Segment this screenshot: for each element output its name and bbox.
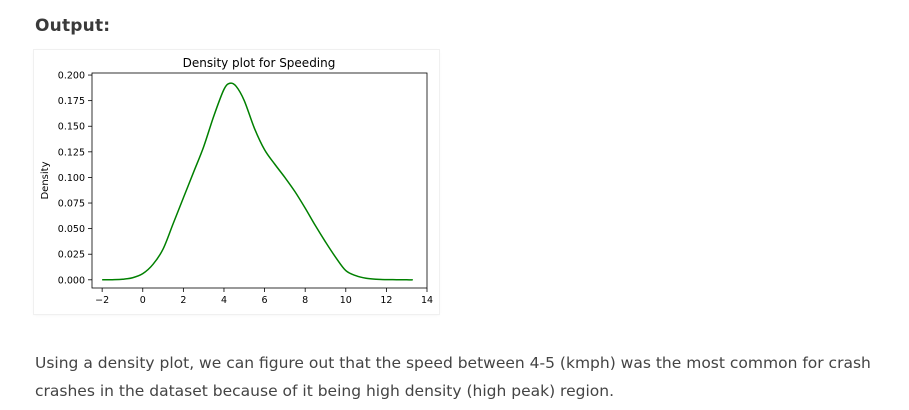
y-tick-label: 0.100 [58,173,85,184]
x-tick-label: 12 [380,295,392,306]
x-tick-label: −2 [95,295,109,306]
ticks-layer: −2 0 2 4 6 8 10 12 14 0.000 0.025 0.050 0.075 0.100 0.… [58,71,433,306]
x-tick-label: 10 [340,295,352,306]
y-tick-label: 0.150 [58,122,85,133]
y-tick-label: 0.050 [58,224,85,235]
x-tick-label: 2 [180,295,186,306]
y-tick-label: 0.000 [58,275,85,286]
density-plot-figure: Density plot for Speeding Density −2 0 2 4 6… [34,50,439,314]
chart-title: Density plot for Speeding [183,56,336,70]
y-tick-label: 0.200 [58,71,85,82]
axes-frame [91,72,428,289]
density-plot-svg: Density plot for Speeding Density −2 0 2 4 6… [40,56,433,306]
x-tick-label: 14 [421,295,433,306]
density-series-line [102,82,413,281]
x-tick-label: 6 [262,295,268,306]
x-tick-label: 8 [302,295,308,306]
x-tick-label: 4 [221,295,227,306]
x-tick-label: 0 [140,295,146,306]
y-axis-label: Density [40,161,51,199]
y-tick-label: 0.075 [58,199,85,210]
y-tick-label: 0.025 [58,250,85,261]
y-tick-label: 0.125 [58,147,85,158]
y-tick-label: 0.175 [58,96,85,107]
explanation-paragraph: Using a density plot, we can figure out … [35,354,871,400]
output-heading: Output: [35,16,111,36]
